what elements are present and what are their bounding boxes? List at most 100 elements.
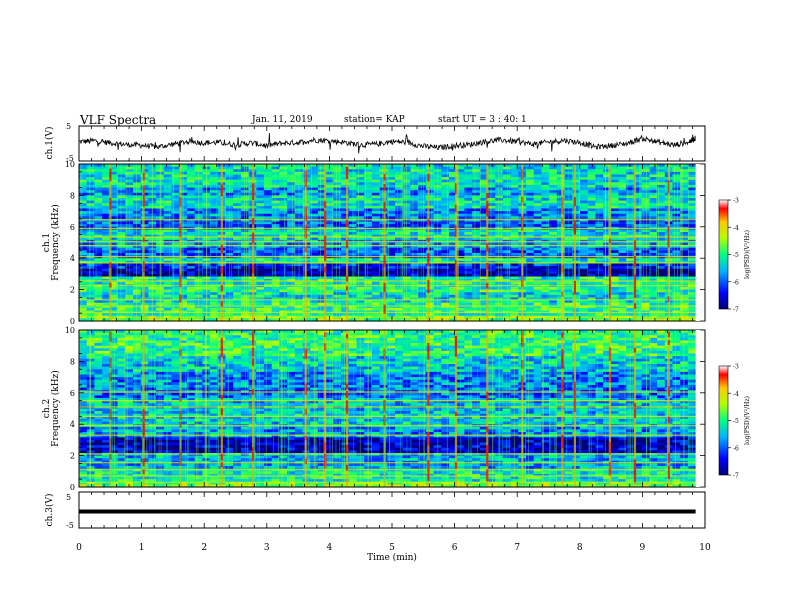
ch1-spec-cell xyxy=(240,252,250,257)
ch1-spec-cell xyxy=(472,273,481,278)
ch1-spec-cell xyxy=(94,218,103,223)
ch1-spec-cell xyxy=(433,195,442,199)
ch1-spec-cell xyxy=(672,211,681,215)
ch1-spec-cell xyxy=(333,174,342,178)
ch1-spec-cell xyxy=(341,187,350,191)
ch1-spec-cell xyxy=(549,313,558,317)
ch1-spec-cell xyxy=(102,305,111,309)
ch1-spec-cell xyxy=(649,200,658,204)
ch1-spec-cell xyxy=(102,297,111,301)
ch1-spec-cell xyxy=(657,273,666,278)
ch1-spec-cell xyxy=(649,184,658,189)
ch1-spec-cell xyxy=(456,242,465,246)
ch1-spec-cell xyxy=(263,221,273,225)
ch1-spec-cell xyxy=(672,268,681,272)
ch1-spec-cell xyxy=(502,289,512,293)
ch1-spec-cell xyxy=(356,174,365,178)
ch1-spec-cell xyxy=(371,229,381,233)
ch1-spec-cell xyxy=(333,258,342,262)
ch1-spec-cell xyxy=(425,281,435,285)
ch1-spec-cell xyxy=(356,211,365,215)
ch1-spec-cell xyxy=(657,281,666,285)
ch1-spec-cell xyxy=(79,216,88,220)
ch1-spec-cell xyxy=(603,184,612,189)
ch1-spec-cell xyxy=(425,318,435,322)
ch1-spec-cell xyxy=(163,184,173,189)
ch1-spec-cell xyxy=(325,187,334,191)
ch1-spec-cell xyxy=(287,229,296,233)
ch1-spec-cell xyxy=(94,208,103,212)
ch1-spec-cell xyxy=(410,305,419,309)
ch1-spec-cell xyxy=(433,292,442,296)
ch1-spec-cell xyxy=(533,174,543,178)
ch1-spec-cell xyxy=(163,268,173,272)
ch1-spec-cell xyxy=(580,276,589,280)
ch1-spec-cell xyxy=(287,305,296,309)
ch1-spec-cell xyxy=(595,213,604,217)
ch1-spec-cell xyxy=(263,307,273,312)
ch1-spec-cell xyxy=(364,164,373,168)
ch1-spec-cell xyxy=(687,302,697,306)
ch1-spec-cell xyxy=(464,271,473,275)
ch1-spec-cell xyxy=(356,302,365,306)
ch1-spec-cell xyxy=(456,237,465,241)
ch1-spec-cell xyxy=(279,271,288,275)
ch1-spec-cell xyxy=(210,300,219,304)
ch1-spec-cell xyxy=(279,224,288,228)
ch1-spec-cell xyxy=(595,218,604,223)
ch1-spec-cell xyxy=(587,268,597,272)
ch1-spec-cell xyxy=(287,179,296,183)
ch1-spec-cell xyxy=(263,294,273,299)
ch1-spec-cell xyxy=(564,242,573,246)
ch1-spec-cell xyxy=(341,213,350,217)
ch1-spec-cell xyxy=(132,198,142,202)
ch1-spec-cell xyxy=(402,174,412,178)
ch1-spec-cell xyxy=(541,292,550,296)
ch1-spec-cell xyxy=(240,292,250,296)
ch1-spec-cell xyxy=(487,313,496,317)
ch1-spec-cell xyxy=(587,263,597,267)
ch1-spec-cell xyxy=(210,184,219,189)
ch1-spec-cell xyxy=(649,273,658,278)
ch1-spec-cell xyxy=(487,218,496,223)
ch1-spec-cell xyxy=(510,263,519,267)
ch1-spec-cell xyxy=(418,318,427,322)
ch1-spec-cell xyxy=(287,268,296,272)
ch1-spec-cell xyxy=(502,268,512,272)
ch1-spec-cell xyxy=(448,190,458,194)
ch1-spec-cell xyxy=(132,305,142,309)
ch1-spec-cell xyxy=(595,221,604,225)
ch1-spec-cell xyxy=(618,164,627,168)
ch1-spec-cell xyxy=(587,184,597,189)
ch1-spec-cell xyxy=(79,313,88,317)
ch1-spec-cell xyxy=(672,297,681,301)
ch1-spec-cell xyxy=(549,286,558,291)
ch1-spec-cell xyxy=(526,164,535,168)
ch1-spec-cell xyxy=(495,305,504,309)
ch1-spec-cell xyxy=(472,313,481,317)
ch1-spec-cell xyxy=(240,174,250,178)
ch1-spec-cell xyxy=(86,307,96,312)
ch1-spec-cell xyxy=(464,263,473,267)
ch1-spec-cell xyxy=(387,297,396,301)
ch1-spec-cell xyxy=(109,268,119,272)
ch1-spec-cell xyxy=(109,216,119,220)
ch1-spec-cell xyxy=(549,169,558,173)
ch1-spec-cell xyxy=(580,182,589,186)
ch1-spec-cell xyxy=(102,216,111,220)
ch1-spec-cell xyxy=(86,258,96,262)
ch1-spec-cell xyxy=(233,271,242,275)
ch1-spec-cell xyxy=(271,237,280,241)
ch1-spec-cell xyxy=(672,179,681,183)
ch1-spec-cell xyxy=(79,166,88,170)
ch1-spec-cell xyxy=(410,234,419,238)
ch1-spec-cell xyxy=(256,224,265,228)
ch1-spec-cell xyxy=(210,258,219,262)
ch1-spec-cell xyxy=(526,218,535,223)
ch1-spec-cell xyxy=(125,216,134,220)
ch1-spec-cell xyxy=(279,187,288,191)
ch1-spec-cell xyxy=(163,203,173,207)
ch1-spec-cell xyxy=(433,258,442,262)
ch1-spec-cell xyxy=(256,242,265,246)
ch1-spec-cell xyxy=(618,221,627,225)
